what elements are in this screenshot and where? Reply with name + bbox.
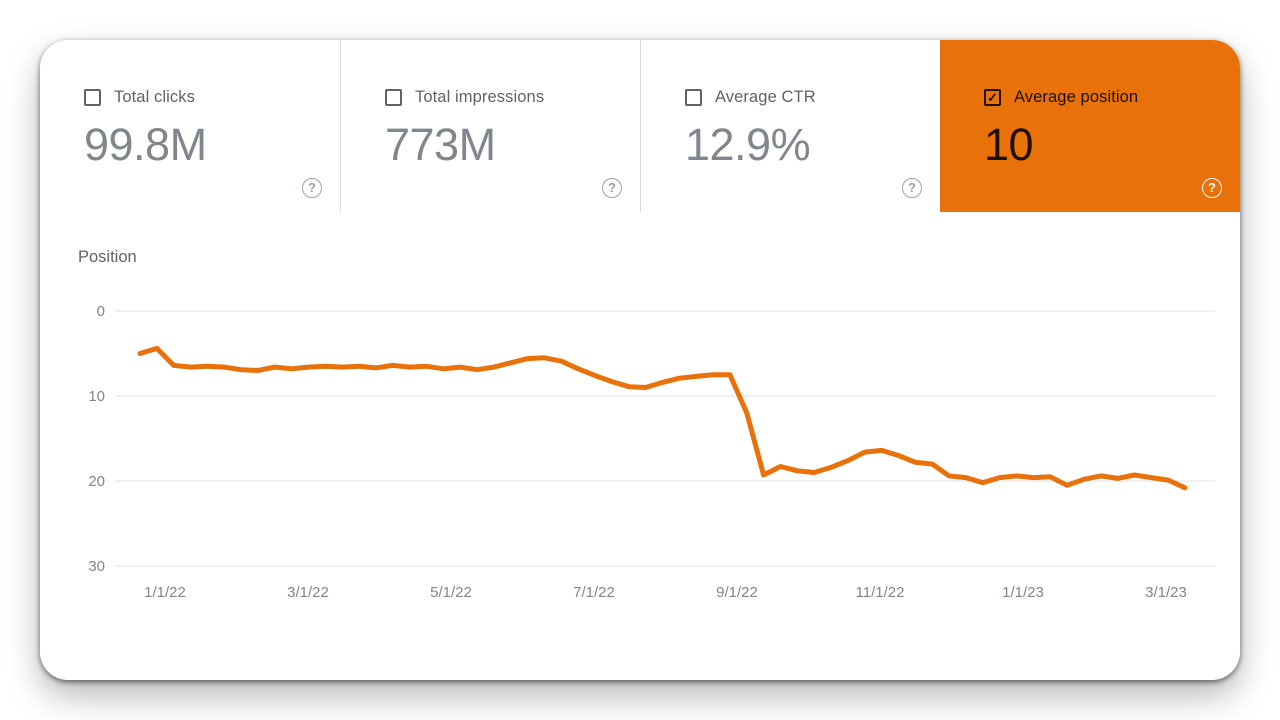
metric-value: 773M — [385, 119, 496, 170]
average-position-line — [137, 345, 1188, 491]
y-axis-tick-label: 20 — [88, 473, 105, 490]
metric-card-total-clicks[interactable]: Total clicks 99.8M ? — [40, 40, 340, 212]
chart-title: Position — [78, 248, 137, 266]
y-axis-tick-label: 30 — [88, 558, 105, 575]
metric-card-average-position[interactable]: ✓ Average position 10 ? — [940, 40, 1240, 212]
x-axis-tick-label: 9/1/22 — [716, 584, 758, 601]
metric-label: Total impressions — [415, 88, 545, 106]
x-axis-tick-label: 3/1/22 — [287, 584, 329, 601]
metric-label: Total clicks — [114, 88, 195, 106]
checkbox-icon[interactable] — [84, 89, 101, 106]
help-icon[interactable]: ? — [302, 178, 322, 198]
y-axis-tick-label: 0 — [97, 303, 105, 320]
help-icon[interactable]: ? — [602, 178, 622, 198]
checkbox-icon[interactable] — [385, 89, 402, 106]
position-chart-section: Position 0 10 20 30 1/1/22 3/1/22 5/1/22 7/1/22… — [40, 212, 1240, 679]
metric-value: 99.8M — [84, 119, 207, 170]
performance-panel: Total clicks 99.8M ? Total impressions 7… — [40, 40, 1240, 680]
metric-value: 12.9% — [685, 119, 811, 170]
x-axis-tick-label: 1/1/23 — [1002, 584, 1044, 601]
x-axis-tick-label: 5/1/22 — [430, 584, 472, 601]
y-axis-tick-label: 10 — [88, 388, 105, 405]
checkbox-checked-icon[interactable]: ✓ — [984, 89, 1001, 106]
metric-card-total-impressions[interactable]: Total impressions 773M ? — [340, 40, 640, 212]
card-content: Total impressions 773M — [341, 40, 640, 168]
help-icon[interactable]: ? — [902, 178, 922, 198]
card-content: ✓ Average position 10 — [940, 40, 1240, 168]
x-axis-tick-label: 3/1/23 — [1145, 584, 1187, 601]
help-icon[interactable]: ? — [1202, 178, 1222, 198]
x-axis-tick-label: 1/1/22 — [144, 584, 186, 601]
metric-label: Average position — [1014, 88, 1139, 106]
x-axis-tick-label: 7/1/22 — [573, 584, 615, 601]
metric-value: 10 — [984, 119, 1034, 170]
metric-cards-row: Total clicks 99.8M ? Total impressions 7… — [40, 40, 1240, 212]
position-line-chart: 0 10 20 30 1/1/22 3/1/22 5/1/22 7/1/22 9/1/22 11/… — [88, 303, 1215, 601]
metric-card-average-ctr[interactable]: Average CTR 12.9% ? — [640, 40, 940, 212]
metric-label: Average CTR — [715, 88, 816, 106]
card-content: Total clicks 99.8M — [40, 40, 340, 168]
checkbox-icon[interactable] — [685, 89, 702, 106]
x-axis-tick-label: 11/1/22 — [856, 584, 905, 601]
card-content: Average CTR 12.9% — [641, 40, 940, 168]
